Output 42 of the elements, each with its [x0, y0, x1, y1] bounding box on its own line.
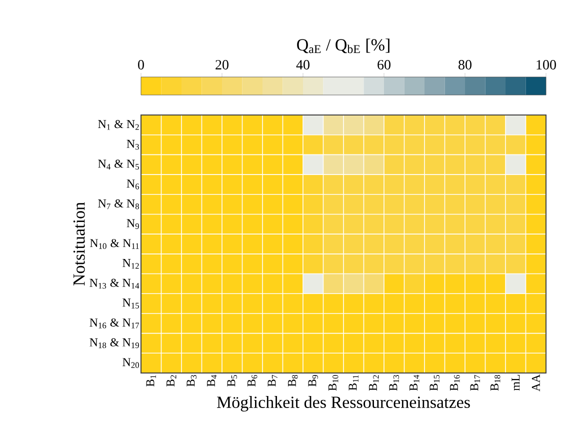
y-tick-label: N$_{1}$ & N$_{2}$: [98, 120, 139, 130]
x-tick-label: B$_{16}$: [450, 374, 460, 391]
x-tick-label: B$_{8}$: [288, 375, 298, 387]
color-bar-label: 80: [458, 60, 472, 70]
color-bar-label: 20: [216, 60, 228, 70]
y-tick-label: N$_{16}$ & N$_{17}$: [90, 318, 140, 328]
color-bar-label: 100: [536, 60, 556, 70]
x-tick-label: B$_{6}$: [248, 374, 258, 387]
y-tick-label: N$_{10}$ & N$_{11}$: [90, 239, 139, 249]
x-tick-label: AA: [532, 374, 540, 392]
x-tick-label: B$_{1}$: [146, 375, 156, 387]
x-tick-label: B$_{15}$: [430, 375, 440, 391]
x-tick-label: B$_{2}$: [166, 375, 176, 387]
y-tick-label: N$_{12}$: [122, 259, 139, 269]
y-tick-label: N$_{7}$ & N$_{8}$: [98, 199, 139, 210]
x-tick-label: B$_{17}$: [470, 374, 480, 391]
x-axis-title: Möglichkeit des Ressourceneinsatzes: [216, 396, 470, 412]
y-tick-label: N$_{15}$: [122, 298, 139, 308]
x-tick-label: B$_{18}$: [490, 375, 500, 391]
color-bar-label: 60: [378, 60, 390, 70]
color-bar-label: 40: [296, 60, 310, 70]
x-tick-label: B$_{11}$: [348, 375, 358, 390]
x-tick-label: B$_{4}$: [207, 374, 217, 387]
x-tick-label: B$_{10}$: [328, 375, 338, 391]
color-bar-title: Q$_{aE}$ / Q$_{bE}$ [%]: [297, 38, 390, 54]
x-tick-label: B$_{14}$: [410, 374, 420, 391]
x-tick-label: mL: [512, 374, 520, 391]
x-tick-label: B$_{3}$: [186, 375, 196, 387]
y-tick-label: N$_{6}$: [126, 180, 140, 190]
y-tick-label: N$_{20}$: [122, 358, 139, 368]
x-tick-label: B$_{5}$: [227, 375, 237, 387]
y-tick-label: N$_{4}$ & N$_{5}$: [98, 160, 139, 170]
x-tick-label: B$_{9}$: [308, 375, 318, 387]
y-tick-label: N$_{13}$ & N$_{14}$: [90, 278, 140, 289]
x-tick-label: B$_{7}$: [268, 374, 278, 387]
y-tick-label: N$_{18}$ & N$_{19}$: [90, 338, 139, 348]
x-tick-label: B$_{12}$: [369, 375, 379, 391]
color-bar-label: 0: [138, 60, 144, 70]
y-axis-title: Notsituation: [73, 202, 85, 286]
y-tick-label: N$_{3}$: [126, 140, 139, 150]
y-tick-label: N$_{9}$: [126, 219, 139, 230]
x-tick-label: B$_{13}$: [389, 375, 399, 391]
